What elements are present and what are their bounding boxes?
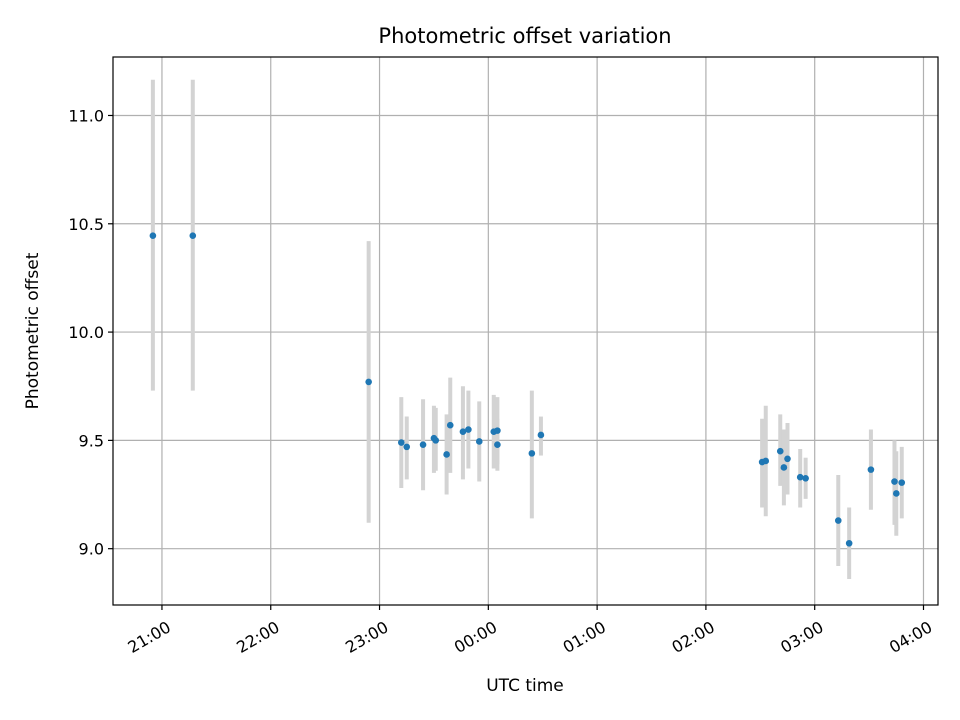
data-point (528, 450, 536, 457)
grid (113, 57, 938, 605)
data-point (465, 426, 472, 433)
y-tick-label: 11.0 (68, 106, 104, 125)
data-point (397, 439, 405, 446)
data-point (834, 517, 842, 524)
data-point (784, 455, 791, 463)
data-point (892, 490, 900, 497)
y-tick-label: 10.0 (68, 323, 104, 342)
data-point (780, 464, 788, 471)
y-tick-label: 9.5 (79, 431, 104, 450)
data-point (446, 421, 454, 429)
y-tick-label: 10.5 (68, 215, 104, 234)
data-point (898, 479, 906, 486)
data-point (459, 428, 467, 436)
y-tick-label: 9.0 (79, 540, 104, 559)
data-point (762, 457, 770, 465)
data-point (403, 443, 411, 451)
data-point (891, 478, 898, 485)
data-point (867, 466, 875, 473)
chart-title: Photometric offset variation (378, 24, 671, 48)
data-point (494, 427, 501, 434)
data-point (845, 539, 853, 547)
y-axis-label: Photometric offset (23, 252, 43, 409)
data-point (432, 437, 440, 444)
data-point (776, 447, 784, 455)
data-point (443, 451, 450, 458)
data-point (149, 232, 157, 239)
data-points (149, 232, 906, 547)
data-point (796, 473, 804, 481)
data-point (475, 438, 483, 445)
plot-frame (112, 56, 939, 606)
data-point (419, 441, 427, 449)
x-axis-label: UTC time (486, 676, 564, 696)
data-point (189, 232, 197, 239)
data-point (494, 441, 501, 449)
data-point (365, 378, 372, 386)
data-point (537, 431, 545, 439)
data-point (802, 474, 809, 482)
